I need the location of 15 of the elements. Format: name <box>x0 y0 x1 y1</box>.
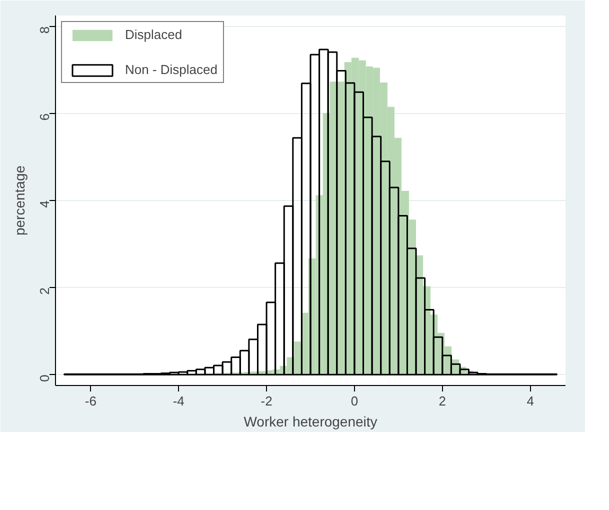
x-tick-label: 0 <box>350 394 358 408</box>
y-tick-label: 6 <box>37 113 52 121</box>
y-tick-label: 4 <box>37 200 52 208</box>
y-tick-label: 8 <box>37 26 52 34</box>
y-axis-title: percentage <box>12 165 28 236</box>
x-tick-label: 4 <box>526 394 534 408</box>
legend-label: Non - Displaced <box>125 62 218 77</box>
y-tick-label: 2 <box>37 288 52 295</box>
x-tick-label: -4 <box>172 394 184 408</box>
x-tick-label: -6 <box>84 394 96 408</box>
y-tick-label: 0 <box>37 374 52 382</box>
x-tick-label: -2 <box>260 394 272 408</box>
x-tick-label: 2 <box>438 394 446 408</box>
legend-label: Displaced <box>125 27 182 42</box>
x-axis-title: Worker heterogeneity <box>244 414 378 430</box>
